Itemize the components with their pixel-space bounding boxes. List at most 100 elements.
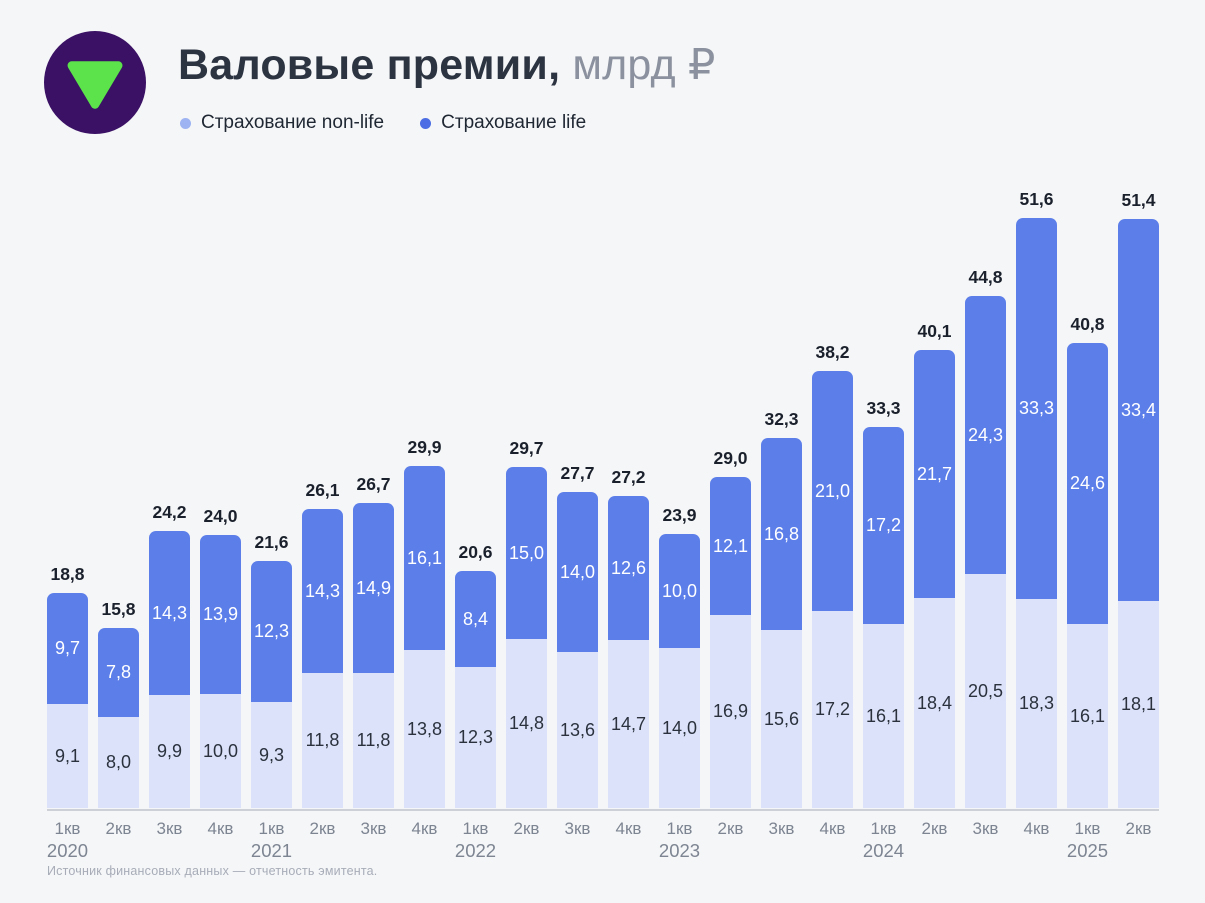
bar-segment-life: 14,3 bbox=[149, 531, 190, 695]
bar-group: 27,2 12,6 14,7 4кв bbox=[608, 170, 649, 838]
x-tick: 3кв bbox=[769, 819, 795, 839]
bar-segment-life: 14,0 bbox=[557, 492, 598, 652]
bar-segment-nonlife: 9,1 bbox=[47, 704, 88, 808]
bar-segment-nonlife: 14,8 bbox=[506, 639, 547, 808]
bar-total-label: 51,4 bbox=[1121, 190, 1156, 210]
bar-segment-nonlife-label: 9,1 bbox=[54, 745, 81, 766]
x-tick-quarter: 1кв bbox=[666, 819, 693, 838]
x-tick: 1кв 2021 bbox=[251, 819, 292, 861]
x-tick-quarter: 4кв bbox=[411, 819, 438, 838]
bar-segment-nonlife: 14,7 bbox=[608, 640, 649, 808]
bar-group: 32,3 16,8 15,6 3кв bbox=[761, 170, 802, 838]
bar-segment-life: 15,0 bbox=[506, 467, 547, 639]
bar-total-label: 24,2 bbox=[152, 502, 187, 522]
bar-segment-life-label: 33,4 bbox=[1120, 399, 1157, 420]
bar-total-label: 40,1 bbox=[917, 321, 952, 341]
bar-segment-life-label: 7,8 bbox=[105, 662, 132, 682]
x-tick-year: 2023 bbox=[658, 839, 701, 861]
bar-segment-nonlife: 15,6 bbox=[761, 630, 802, 808]
bar-segment-life: 33,3 bbox=[1016, 218, 1057, 599]
x-tick: 3кв bbox=[157, 819, 183, 839]
x-tick-quarter: 2кв bbox=[1125, 819, 1152, 838]
legend: Страхование non-life Страхование life bbox=[180, 112, 586, 134]
bar-stack: 15,0 14,8 bbox=[506, 467, 547, 808]
bar-segment-life-label: 17,2 bbox=[865, 515, 902, 535]
x-tick-quarter: 3кв bbox=[156, 819, 183, 838]
bar-group: 26,1 14,3 11,8 2кв bbox=[302, 170, 343, 838]
bar-segment-life-label: 15,0 bbox=[508, 542, 545, 563]
bar-group: 27,7 14,0 13,6 3кв bbox=[557, 170, 598, 838]
bar-group: 44,8 24,3 20,5 3кв bbox=[965, 170, 1006, 838]
x-tick: 1кв 2025 bbox=[1067, 819, 1108, 861]
bar-segment-life-label: 21,7 bbox=[916, 463, 953, 484]
bar-segment-nonlife-label: 17,2 bbox=[814, 699, 851, 719]
bar-segment-nonlife: 20,5 bbox=[965, 574, 1006, 808]
bar-segment-life-label: 9,7 bbox=[54, 638, 81, 658]
bar-segment-life: 17,2 bbox=[863, 427, 904, 624]
bar-stack: 7,8 8,0 bbox=[98, 628, 139, 808]
bar-group: 29,0 12,1 16,9 2кв bbox=[710, 170, 751, 838]
bar-total-label: 26,1 bbox=[305, 480, 340, 500]
source-note: Источник финансовых данных — отчетность … bbox=[47, 864, 378, 878]
x-tick-quarter: 4кв bbox=[207, 819, 234, 838]
page-title-unit: млрд ₽ bbox=[572, 41, 716, 89]
bar-segment-nonlife: 18,4 bbox=[914, 598, 955, 808]
x-tick-quarter: 1кв bbox=[462, 819, 489, 838]
legend-dot-life-icon bbox=[420, 117, 432, 129]
bar-total-label: 27,2 bbox=[611, 467, 646, 487]
down-triangle-icon bbox=[64, 54, 126, 112]
bar-segment-nonlife: 17,2 bbox=[812, 611, 853, 808]
bar-stack: 21,0 17,2 bbox=[812, 371, 853, 808]
bar-segment-nonlife-label: 8,0 bbox=[105, 752, 132, 772]
bar-total-label: 18,8 bbox=[50, 564, 85, 584]
bar-segment-life-label: 16,1 bbox=[406, 547, 443, 568]
bar-total-label: 24,0 bbox=[203, 506, 238, 526]
bar-segment-life: 12,6 bbox=[608, 496, 649, 640]
bar-segment-life-label: 8,4 bbox=[462, 608, 489, 629]
bar-segment-nonlife-label: 15,6 bbox=[763, 708, 800, 729]
bar-stack: 14,9 11,8 bbox=[353, 503, 394, 808]
x-tick: 3кв bbox=[973, 819, 999, 839]
page-title: Валовые премии, млрд ₽ bbox=[178, 41, 716, 89]
x-tick: 2кв bbox=[922, 819, 948, 839]
bar-group: 38,2 21,0 17,2 4кв bbox=[812, 170, 853, 838]
bar-segment-life-label: 10,0 bbox=[661, 580, 698, 601]
bar-segment-life-label: 14,3 bbox=[151, 602, 188, 623]
bar-segment-nonlife: 16,9 bbox=[710, 615, 751, 808]
bar-total-label: 29,0 bbox=[713, 448, 748, 468]
x-tick-quarter: 3кв bbox=[972, 819, 999, 838]
x-tick: 4кв bbox=[820, 819, 846, 839]
bar-segment-life: 24,3 bbox=[965, 296, 1006, 574]
x-tick-year: 2022 bbox=[454, 839, 497, 861]
bar-stack: 33,4 18,1 bbox=[1118, 219, 1159, 808]
legend-item-life: Страхование life bbox=[420, 112, 586, 134]
bar-segment-nonlife: 11,8 bbox=[353, 673, 394, 808]
bar-segment-life: 12,3 bbox=[251, 561, 292, 702]
bar-stack: 16,8 15,6 bbox=[761, 438, 802, 808]
x-tick-year: 2020 bbox=[46, 839, 89, 861]
legend-label-nonlife: Страхование non-life bbox=[201, 112, 385, 133]
bar-total-label: 15,8 bbox=[101, 599, 136, 619]
x-tick-quarter: 3кв bbox=[768, 819, 795, 838]
bar-segment-nonlife-label: 10,0 bbox=[202, 740, 239, 761]
bar-segment-nonlife: 11,8 bbox=[302, 673, 343, 808]
bar-segment-life-label: 13,9 bbox=[202, 604, 239, 624]
bar-total-label: 38,2 bbox=[815, 342, 850, 362]
bar-segment-nonlife: 16,1 bbox=[863, 624, 904, 808]
bar-segment-nonlife: 16,1 bbox=[1067, 624, 1108, 808]
bar-group: 51,4 33,4 18,1 2кв bbox=[1118, 170, 1159, 838]
bar-stack: 14,0 13,6 bbox=[557, 492, 598, 808]
x-tick: 1кв 2023 bbox=[659, 819, 700, 861]
x-tick-quarter: 4кв bbox=[819, 819, 846, 838]
x-tick-year: 2024 bbox=[862, 839, 905, 861]
bar-segment-nonlife-label: 16,9 bbox=[712, 701, 749, 721]
bar-segment-life: 12,1 bbox=[710, 477, 751, 615]
bar-total-label: 51,6 bbox=[1019, 189, 1054, 209]
bar-group: 23,9 10,0 14,0 1кв 2023 bbox=[659, 170, 700, 861]
bar-segment-nonlife-label: 14,0 bbox=[661, 717, 698, 738]
bar-total-label: 21,6 bbox=[254, 532, 289, 552]
bar-stack: 12,3 9,3 bbox=[251, 561, 292, 808]
bar-segment-nonlife: 12,3 bbox=[455, 667, 496, 808]
chart-plot: 18,8 9,7 9,1 1кв 2020 15,8 7,8 8,0 2кв 24,2 14,3 9,… bbox=[47, 170, 1159, 861]
x-axis-line bbox=[47, 809, 1159, 811]
